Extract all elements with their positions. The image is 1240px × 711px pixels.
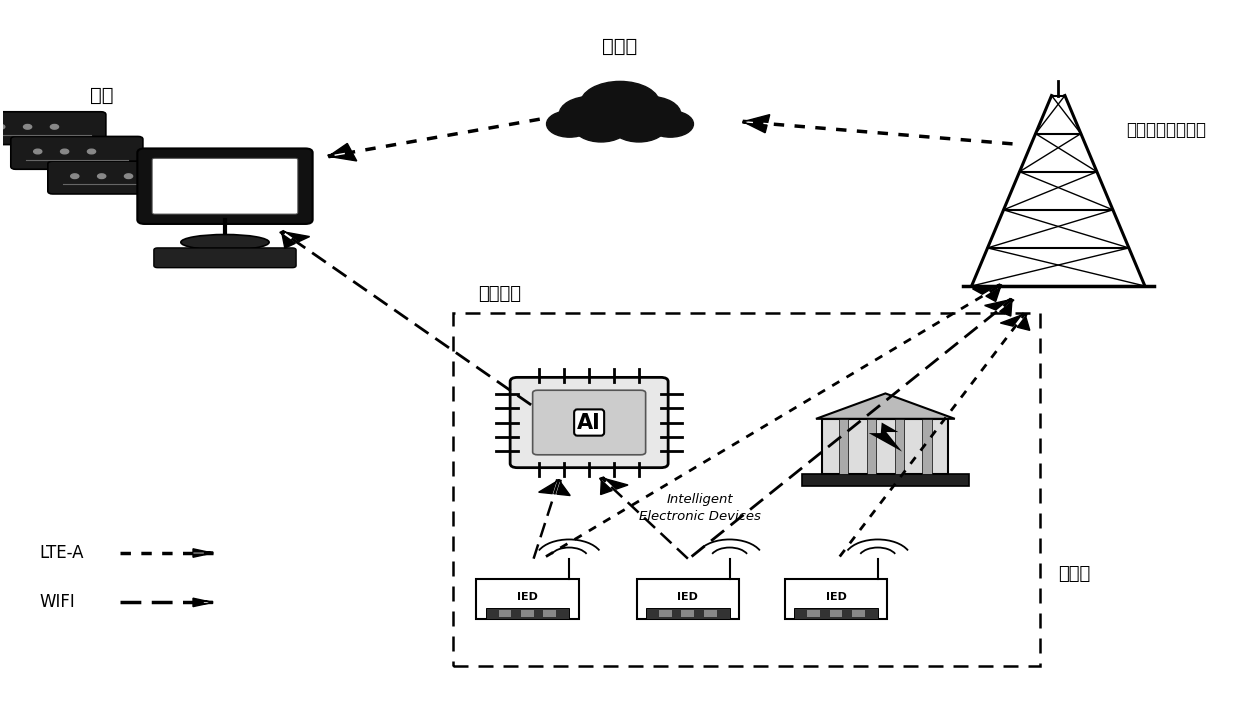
Text: AI: AI: [578, 412, 601, 432]
Bar: [646, 608, 729, 619]
FancyArrow shape: [743, 114, 770, 133]
Bar: [454, 313, 1039, 666]
FancyBboxPatch shape: [138, 149, 312, 224]
Text: 变电站: 变电站: [1058, 565, 1090, 583]
Bar: [562, 121, 678, 136]
Text: 边缘设备: 边缘设备: [479, 284, 521, 303]
Bar: [923, 419, 931, 474]
FancyBboxPatch shape: [510, 378, 668, 468]
FancyArrow shape: [972, 284, 1003, 301]
FancyBboxPatch shape: [0, 112, 105, 144]
FancyArrow shape: [985, 299, 1014, 316]
Text: IED: IED: [826, 592, 847, 602]
Bar: [795, 608, 878, 619]
Circle shape: [61, 149, 68, 154]
Polygon shape: [816, 393, 955, 419]
Circle shape: [51, 124, 58, 129]
FancyArrow shape: [193, 598, 213, 606]
Circle shape: [611, 111, 666, 142]
FancyArrow shape: [599, 477, 627, 495]
FancyArrow shape: [280, 230, 310, 248]
Bar: [682, 610, 694, 617]
FancyArrow shape: [327, 144, 357, 161]
Bar: [807, 610, 820, 617]
Text: 云端: 云端: [89, 86, 113, 105]
Bar: [543, 610, 557, 617]
Bar: [867, 419, 877, 474]
Circle shape: [647, 111, 693, 137]
Bar: [704, 610, 717, 617]
Circle shape: [124, 174, 133, 178]
Text: IED: IED: [517, 592, 538, 602]
Bar: [486, 608, 569, 619]
FancyBboxPatch shape: [48, 161, 180, 194]
Circle shape: [618, 97, 681, 132]
Bar: [498, 610, 511, 617]
Circle shape: [71, 174, 79, 178]
Circle shape: [33, 149, 42, 154]
Circle shape: [574, 111, 629, 142]
Bar: [521, 610, 534, 617]
Ellipse shape: [181, 235, 269, 250]
Bar: [822, 419, 949, 474]
FancyBboxPatch shape: [154, 248, 296, 267]
Bar: [852, 610, 866, 617]
Text: 电力无线专网基站: 电力无线专网基站: [1126, 121, 1207, 139]
Bar: [830, 610, 842, 617]
Bar: [839, 419, 848, 474]
Text: WIFI: WIFI: [40, 594, 76, 611]
FancyBboxPatch shape: [11, 137, 143, 169]
Circle shape: [547, 111, 593, 137]
Circle shape: [88, 149, 95, 154]
Bar: [658, 610, 672, 617]
FancyBboxPatch shape: [533, 390, 646, 455]
Text: IED: IED: [677, 592, 698, 602]
Bar: [476, 579, 579, 619]
FancyBboxPatch shape: [153, 159, 298, 214]
FancyArrow shape: [538, 480, 570, 496]
Circle shape: [580, 81, 660, 127]
Bar: [895, 419, 904, 474]
FancyArrow shape: [193, 549, 213, 557]
Circle shape: [98, 174, 105, 178]
Circle shape: [24, 124, 32, 129]
Bar: [785, 579, 888, 619]
Bar: [802, 474, 968, 486]
Text: 互联网: 互联网: [603, 37, 637, 56]
FancyArrow shape: [1001, 314, 1029, 331]
Bar: [636, 579, 739, 619]
Circle shape: [0, 124, 5, 129]
Text: Intelligent
Electronic Devices: Intelligent Electronic Devices: [640, 493, 761, 523]
Polygon shape: [869, 422, 901, 451]
Circle shape: [559, 97, 622, 132]
Text: LTE-A: LTE-A: [40, 544, 84, 562]
